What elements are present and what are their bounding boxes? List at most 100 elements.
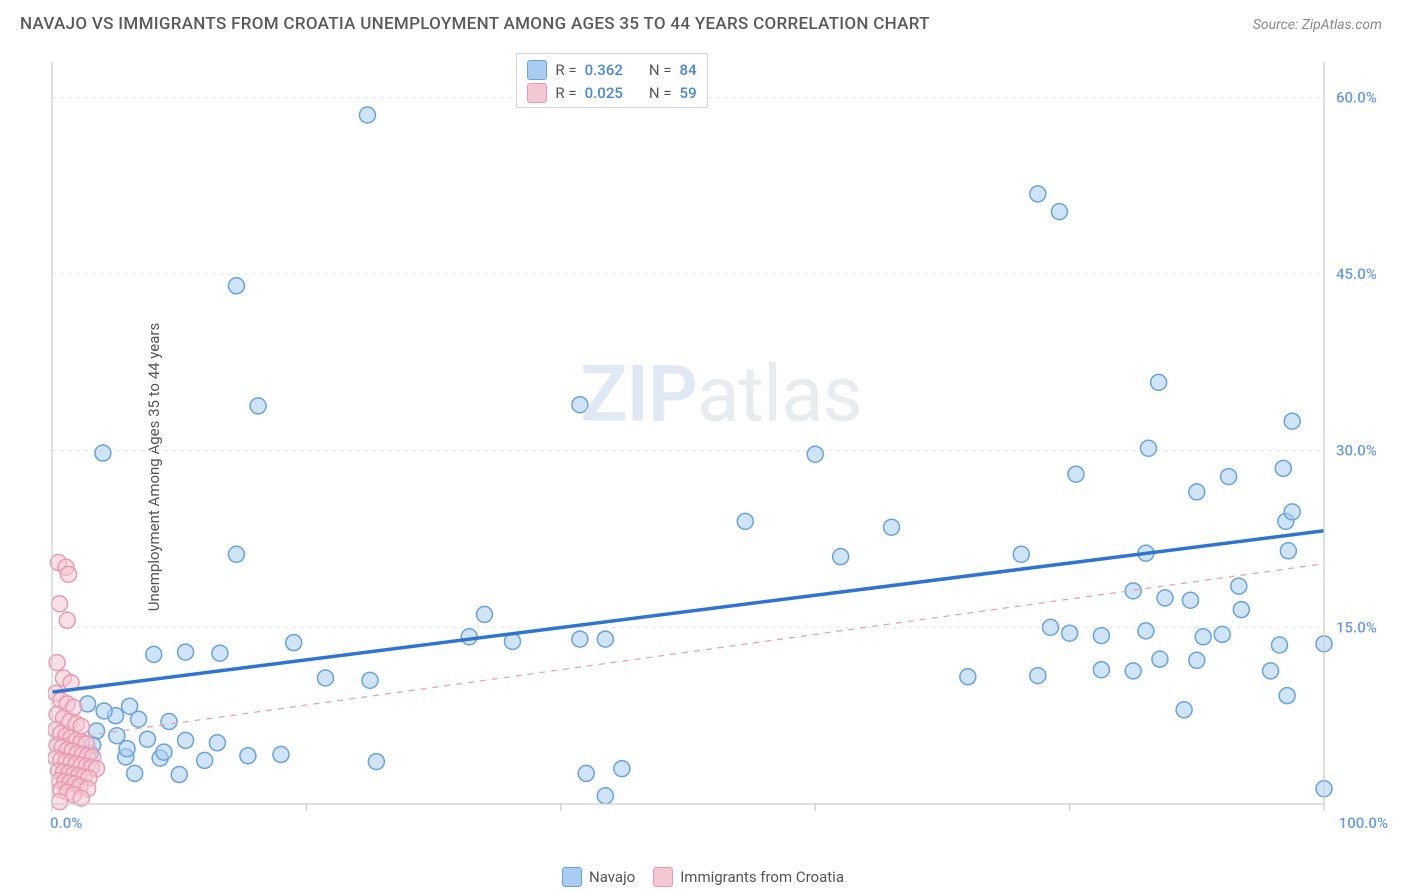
data-point (122, 698, 138, 714)
data-point (1195, 629, 1211, 645)
data-point (1157, 590, 1173, 606)
data-point (1013, 546, 1029, 562)
data-point (1176, 702, 1192, 718)
data-point (572, 631, 588, 647)
correlation-legend-row: R = 0.025 N = 59 (527, 82, 696, 105)
chart-area: Unemployment Among Ages 35 to 44 years 1… (0, 42, 1406, 892)
data-point (96, 703, 112, 719)
plot-svg: 15.0% 30.0% 45.0% 60.0% 0.0% 100.0% (48, 52, 1394, 832)
series-legend: Navajo Immigrants from Croatia (562, 867, 844, 887)
chart-title: NAVAJO VS IMMIGRANTS FROM CROATIA UNEMPL… (20, 14, 930, 34)
data-point (1284, 413, 1300, 429)
data-point (52, 794, 68, 810)
r-value: 0.025 (585, 82, 623, 105)
data-point (178, 732, 194, 748)
series-legend-item: Navajo (562, 867, 635, 887)
series-legend-item: Immigrants from Croatia (653, 867, 844, 887)
data-point (240, 748, 256, 764)
data-point (1043, 619, 1059, 635)
data-point (139, 731, 155, 747)
r-label: R = (555, 59, 576, 82)
data-point (119, 741, 135, 757)
r-value: 0.362 (585, 59, 623, 82)
data-point (146, 646, 162, 662)
r-label: R = (555, 82, 576, 105)
xtick-label: 0.0% (50, 814, 82, 832)
data-point (317, 670, 333, 686)
legend-swatch (527, 83, 547, 103)
correlation-legend: R = 0.362 N = 84 R = 0.025 N = 59 (516, 53, 707, 108)
data-point (95, 445, 111, 461)
data-point (1221, 469, 1237, 485)
data-point (1151, 374, 1167, 390)
n-value: 84 (680, 59, 697, 82)
data-point (273, 747, 289, 763)
n-value: 59 (680, 82, 697, 105)
data-point (578, 765, 594, 781)
data-point (1182, 592, 1198, 608)
data-point (228, 546, 244, 562)
data-point (1284, 504, 1300, 520)
data-point (59, 612, 75, 628)
data-point (52, 596, 68, 612)
legend-swatch (527, 60, 547, 80)
ytick-label: 30.0% (1336, 442, 1377, 460)
data-point (1279, 688, 1295, 704)
data-point (572, 397, 588, 413)
ytick-label: 60.0% (1336, 88, 1377, 106)
data-point (209, 735, 225, 751)
data-point (359, 107, 375, 123)
data-point (1051, 204, 1067, 220)
data-point (960, 669, 976, 685)
data-point (368, 754, 384, 770)
data-point (476, 606, 492, 622)
data-point (1189, 484, 1205, 500)
series-name: Navajo (589, 868, 635, 886)
data-point (737, 513, 753, 529)
data-point (1030, 186, 1046, 202)
ytick-label: 45.0% (1336, 265, 1377, 283)
data-point (212, 645, 228, 661)
data-point (1233, 602, 1249, 618)
legend-swatch (562, 867, 582, 887)
scatter-plot: 15.0%30.0%45.0%60.0%0.0%100.0% ZIPatlas … (48, 52, 1394, 832)
data-point (1152, 651, 1168, 667)
data-point (1068, 466, 1084, 482)
data-point (1263, 663, 1279, 679)
data-point (1093, 662, 1109, 678)
n-label: N = (649, 82, 672, 105)
legend-swatch (653, 867, 673, 887)
data-point (1062, 625, 1078, 641)
data-point (884, 519, 900, 535)
data-point (1231, 578, 1247, 594)
data-point (597, 788, 613, 804)
data-point (1030, 668, 1046, 684)
data-point (228, 278, 244, 294)
data-point (156, 744, 172, 760)
data-point (1214, 626, 1230, 642)
header-row: NAVAJO VS IMMIGRANTS FROM CROATIA UNEMPL… (0, 0, 1406, 40)
data-point (286, 635, 302, 651)
data-point (362, 672, 378, 688)
data-point (250, 398, 266, 414)
ytick-label: 15.0% (1336, 618, 1377, 636)
data-point (1271, 637, 1287, 653)
data-point (61, 566, 77, 582)
data-point (197, 752, 213, 768)
data-point (614, 761, 630, 777)
data-point (178, 644, 194, 660)
source-attribution: Source: ZipAtlas.com (1253, 17, 1382, 33)
data-point (833, 549, 849, 565)
data-point (1189, 652, 1205, 668)
data-point (1093, 628, 1109, 644)
data-point (1140, 440, 1156, 456)
xtick-label: 100.0% (1339, 814, 1388, 832)
data-point (127, 765, 143, 781)
data-point (1125, 663, 1141, 679)
data-point (597, 631, 613, 647)
data-point (171, 767, 187, 783)
series-name: Immigrants from Croatia (680, 868, 844, 886)
data-point (161, 714, 177, 730)
data-point (1138, 623, 1154, 639)
n-label: N = (649, 59, 672, 82)
